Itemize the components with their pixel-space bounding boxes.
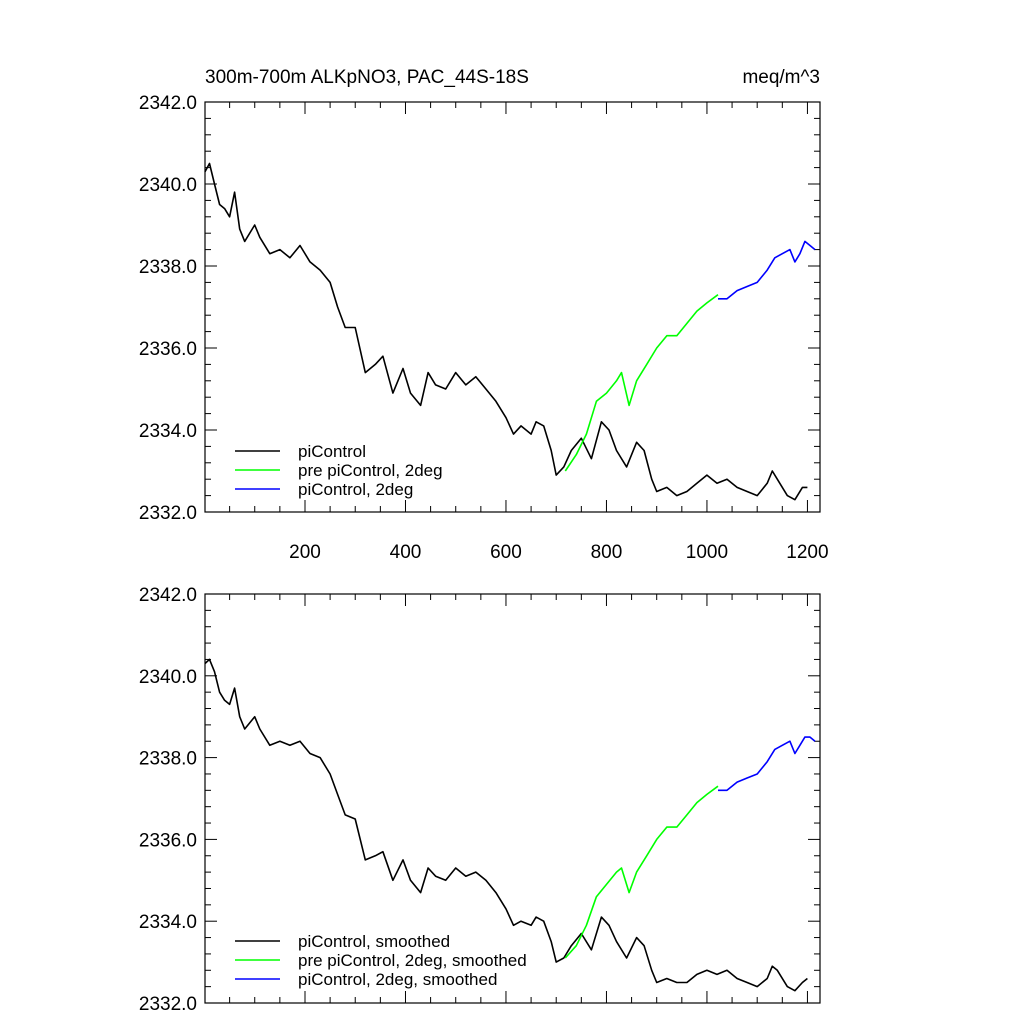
y-tick-label: 2336.0 — [139, 830, 197, 851]
y-tick-label: 2334.0 — [139, 421, 197, 442]
series-line-pre-picontrol-2deg — [564, 294, 719, 472]
x-tick-label: 600 — [490, 542, 522, 563]
y-tick-label: 2334.0 — [139, 912, 197, 933]
legend-label: piControl, 2deg — [298, 480, 413, 499]
x-tick-label: 400 — [390, 542, 422, 563]
panel-1: 200 400 600 800 1000 1200 2332.0 2334.0 2336.0 23… — [139, 93, 829, 563]
series-line-picontrol-2deg-smoothed — [718, 736, 816, 792]
y-tick-label: 2338.0 — [139, 257, 197, 278]
y-tick-label: 2332.0 — [139, 994, 197, 1015]
plot-frame — [204, 593, 821, 1004]
legend-label: piControl, 2deg, smoothed — [298, 970, 497, 989]
panel-2: 2332.0 2334.0 2336.0 2338.0 2340.0 2342.0 piCo… — [139, 585, 821, 1015]
series-line-picontrol-2deg — [718, 240, 816, 300]
chart-title: 300m-700m ALKpNO3, PAC_44S-18S — [205, 67, 529, 88]
series-line-picontrol-smoothed — [204, 658, 808, 992]
legend-label: piControl — [298, 442, 366, 461]
panels: 200 400 600 800 1000 12002332.02334.02336.023… — [139, 93, 829, 1015]
legend-label: pre piControl, 2deg, smoothed — [298, 951, 527, 970]
units-label: meq/m^3 — [742, 67, 820, 88]
series-line-pre-picontrol-2deg-smoothed — [564, 785, 719, 959]
x-tick-label: 1200 — [786, 542, 828, 563]
y-tick-label: 2342.0 — [139, 93, 197, 114]
y-tick-label: 2340.0 — [139, 175, 197, 196]
legend-label: piControl, smoothed — [298, 932, 450, 951]
x-tick-label: 800 — [591, 542, 623, 563]
x-tick-label: 200 — [289, 542, 321, 563]
y-tick-label: 2338.0 — [139, 749, 197, 770]
x-tick-label: 1000 — [686, 542, 728, 563]
plot-frame — [204, 101, 821, 513]
series-line-picontrol — [204, 162, 808, 501]
y-tick-label: 2340.0 — [139, 667, 197, 688]
legend-label: pre piControl, 2deg — [298, 461, 443, 480]
y-tick-label: 2332.0 — [139, 503, 197, 524]
y-tick-label: 2336.0 — [139, 339, 197, 360]
y-tick-label: 2342.0 — [139, 585, 197, 606]
